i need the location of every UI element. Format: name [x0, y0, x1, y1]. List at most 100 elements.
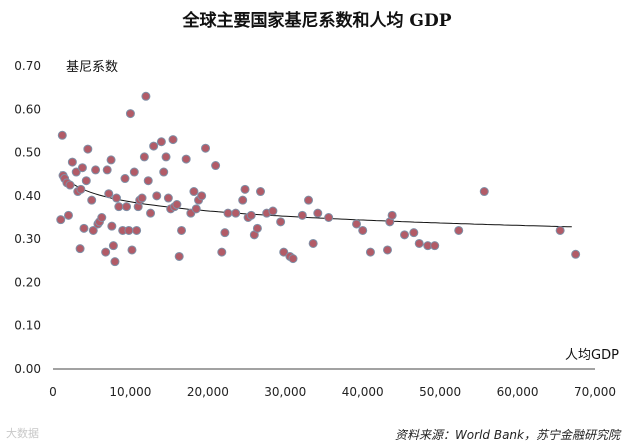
data-point: [191, 204, 201, 214]
data-point: [288, 254, 298, 264]
data-point: [240, 184, 250, 194]
data-point: [149, 141, 159, 151]
trendline: [60, 171, 572, 228]
data-point: [238, 195, 248, 205]
y-tick-label: 0.20: [14, 275, 41, 289]
data-point: [571, 249, 581, 259]
data-point: [76, 184, 86, 194]
data-point: [189, 187, 199, 197]
y-tick-label: 0.70: [14, 59, 41, 73]
data-point: [217, 247, 227, 257]
data-point: [137, 193, 147, 203]
data-point: [143, 176, 153, 186]
x-tick-label: 40,000: [342, 385, 384, 399]
watermark: 大数据: [6, 426, 39, 440]
data-point: [71, 167, 81, 177]
data-point: [125, 109, 135, 119]
y-tick-label: 0.10: [14, 319, 41, 333]
data-point: [177, 225, 187, 235]
data-point: [268, 206, 278, 216]
data-point: [197, 191, 207, 201]
data-point: [313, 208, 323, 218]
data-point: [201, 143, 211, 153]
data-point: [223, 208, 233, 218]
data-point: [77, 163, 87, 173]
data-point: [88, 225, 98, 235]
data-point: [65, 180, 75, 190]
data-point: [106, 155, 116, 165]
y-tick-labels: 0.00 0.10 0.20 0.30 0.40 0.50 0.60 0.70: [14, 59, 41, 376]
data-point: [324, 213, 334, 222]
data-point: [56, 215, 66, 225]
data-point: [63, 210, 73, 220]
data-point: [139, 152, 149, 162]
data-point: [231, 208, 241, 218]
data-point: [211, 161, 221, 171]
data-point: [409, 228, 419, 238]
data-point: [479, 187, 489, 197]
x-tick-label: 60,000: [497, 385, 539, 399]
data-point: [110, 257, 120, 267]
data-point: [352, 219, 362, 229]
data-point: [365, 247, 375, 257]
data-point: [91, 165, 101, 175]
data-point: [308, 238, 318, 248]
data-point: [454, 225, 464, 235]
data-point: [120, 174, 130, 184]
chart-title: 全球主要国家基尼系数和人均 GDP: [182, 10, 452, 31]
data-point: [87, 195, 97, 205]
data-point: [81, 176, 91, 186]
x-tick-label: 30,000: [264, 385, 306, 399]
x-tick-label: 10,000: [109, 385, 151, 399]
y-axis-label: 基尼系数: [66, 60, 118, 75]
data-point: [279, 247, 289, 257]
y-tick-label: 0.30: [14, 232, 41, 246]
data-point: [297, 210, 307, 220]
x-tick-labels: 0 10,000 20,000 30,000 40,000 50,000 60,000 70,…: [49, 385, 616, 399]
data-point: [67, 157, 77, 167]
data-point: [107, 221, 117, 231]
data-point: [79, 223, 89, 233]
data-point: [111, 193, 121, 203]
data-point: [156, 137, 166, 147]
data-point: [172, 200, 182, 210]
data-point: [430, 241, 440, 251]
data-point: [75, 244, 85, 254]
data-point: [127, 245, 137, 255]
data-point: [161, 152, 171, 162]
x-tick-label: 20,000: [187, 385, 229, 399]
data-point: [256, 187, 266, 197]
data-point: [146, 208, 156, 218]
data-point: [414, 238, 424, 248]
x-tick-label: 50,000: [419, 385, 461, 399]
data-point: [141, 91, 151, 101]
y-tick-label: 0.50: [14, 146, 41, 160]
source-note: 资料来源：World Bank，苏宁金融研究院: [395, 428, 622, 442]
data-point: [400, 230, 410, 240]
data-point: [304, 195, 314, 205]
x-tick-label: 0: [49, 385, 57, 399]
y-tick-label: 0.00: [14, 362, 41, 376]
data-point: [152, 191, 162, 201]
data-point: [252, 223, 262, 233]
data-point: [122, 202, 132, 212]
data-point: [108, 241, 118, 251]
data-point: [97, 213, 107, 222]
data-point: [174, 251, 184, 261]
data-point: [358, 225, 368, 235]
data-point: [163, 193, 173, 203]
y-tick-label: 0.60: [14, 102, 41, 116]
data-point: [181, 154, 191, 164]
data-point: [83, 144, 93, 154]
data-point: [101, 247, 111, 257]
data-point: [387, 210, 397, 220]
data-point: [168, 135, 178, 145]
data-point: [102, 165, 112, 175]
data-point: [246, 210, 256, 220]
data-point: [129, 167, 139, 177]
x-tick-label: 70,000: [574, 385, 616, 399]
data-point: [124, 225, 134, 235]
data-point: [104, 189, 114, 199]
x-axis-label: 人均GDP: [565, 348, 619, 363]
